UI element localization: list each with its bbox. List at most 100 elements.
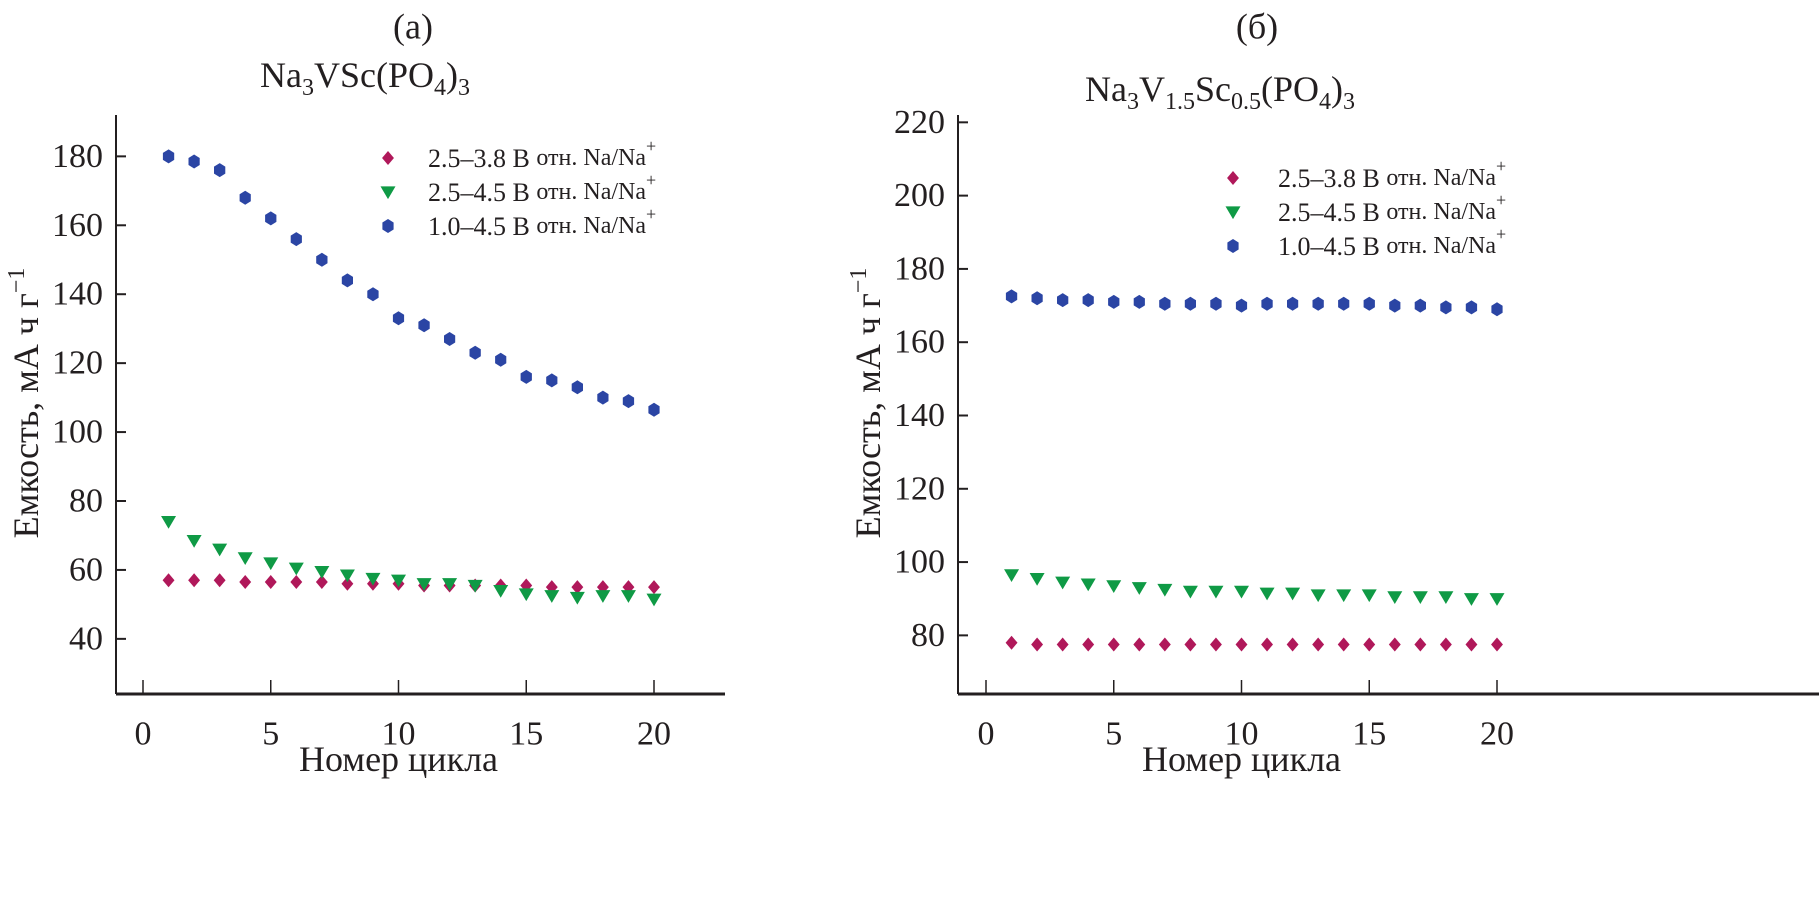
data-point <box>1363 637 1376 652</box>
data-point <box>1159 296 1171 311</box>
legend-label: 1.0–4.5 В отн. Na/Na+ <box>428 204 656 241</box>
data-point <box>367 287 379 302</box>
legend: 2.5–3.8 В отн. Na/Na+2.5–4.5 В отн. Na/N… <box>1225 156 1506 261</box>
data-point <box>162 149 175 164</box>
data-point <box>162 573 175 588</box>
data-point <box>290 232 302 247</box>
data-point <box>418 318 430 333</box>
data-point <box>1157 583 1173 597</box>
data-point <box>1285 587 1301 601</box>
data-point <box>316 252 328 267</box>
legend-marker <box>1225 206 1241 220</box>
data-point <box>546 373 558 388</box>
data-point <box>239 574 252 589</box>
data-point <box>1133 294 1145 309</box>
data-point <box>1005 635 1018 650</box>
x-tick-label: 0 <box>978 716 995 753</box>
data-point <box>1031 291 1043 306</box>
y-tick-label: 140 <box>52 276 103 313</box>
y-tick-label: 180 <box>52 138 103 175</box>
data-point <box>265 211 277 226</box>
data-point <box>1082 293 1094 308</box>
data-point <box>1057 293 1069 308</box>
data-point <box>1363 296 1375 311</box>
series-diamond <box>162 573 660 595</box>
data-point <box>1389 298 1401 313</box>
data-point <box>264 574 277 589</box>
data-point <box>263 557 279 571</box>
x-tick-label: 5 <box>262 716 279 753</box>
data-point <box>520 369 532 384</box>
y-tick-label: 160 <box>52 207 103 244</box>
data-point <box>1312 637 1325 652</box>
y-axis-label: Емкость, мА ч г−1 <box>4 268 46 539</box>
data-point <box>1312 296 1324 311</box>
data-point <box>1338 296 1350 311</box>
data-point <box>646 593 662 607</box>
data-point <box>1029 572 1045 586</box>
data-point <box>1107 637 1120 652</box>
data-point <box>495 352 507 367</box>
data-point <box>1491 637 1503 652</box>
data-point <box>392 311 405 326</box>
y-tick-label: 80 <box>69 483 103 520</box>
y-tick-label: 120 <box>52 345 103 382</box>
data-point <box>545 580 558 595</box>
data-point <box>1106 580 1122 594</box>
data-point <box>1465 637 1478 652</box>
legend-item: 1.0–4.5 В отн. Na/Na+ <box>1227 224 1506 261</box>
data-point <box>213 573 226 588</box>
data-point <box>341 576 354 591</box>
data-point <box>1286 637 1299 652</box>
data-point <box>544 590 560 603</box>
data-point <box>1414 637 1427 652</box>
panel-b: (б)Na3V1.5Sc0.5(PO4)38010012014016018020… <box>846 6 1819 779</box>
x-axis-label: Номер цикла <box>1142 739 1341 779</box>
data-point <box>1210 637 1222 652</box>
y-tick-label: 80 <box>911 617 945 654</box>
legend-label: 1.0–4.5 В отн. Na/Na+ <box>1278 224 1506 261</box>
panel-label: (б) <box>1236 6 1278 46</box>
y-tick-label: 140 <box>894 397 945 434</box>
y-tick-label: 100 <box>52 414 103 451</box>
legend-label: 2.5–3.8 В отн. Na/Na+ <box>1278 156 1506 193</box>
data-point <box>1184 637 1197 652</box>
y-tick-label: 100 <box>894 544 945 581</box>
panel-label: (а) <box>393 6 433 46</box>
series-hexagon <box>162 149 660 417</box>
data-point <box>442 578 458 591</box>
data-point <box>212 543 228 557</box>
data-point <box>1056 637 1069 652</box>
data-point <box>1234 585 1249 599</box>
data-point <box>597 390 609 405</box>
y-tick-label: 120 <box>894 470 945 507</box>
legend-item: 2.5–3.8 В отн. Na/Na+ <box>1227 156 1506 193</box>
legend-marker <box>382 219 394 233</box>
legend-marker <box>382 151 394 165</box>
data-point <box>620 590 636 603</box>
data-point <box>1261 296 1273 311</box>
legend: 2.5–3.8 В отн. Na/Na+2.5–4.5 В отн. Na/N… <box>380 136 656 241</box>
y-tick-label: 60 <box>69 551 103 588</box>
data-point <box>569 591 585 605</box>
series-triangle-down <box>161 516 662 607</box>
data-point <box>1055 576 1071 590</box>
y-tick-label: 180 <box>894 250 945 287</box>
data-point <box>1005 289 1018 304</box>
data-point <box>239 190 251 205</box>
x-tick-label: 15 <box>509 716 543 753</box>
data-point <box>1438 591 1454 605</box>
data-point <box>1133 637 1146 652</box>
data-point <box>1439 637 1452 652</box>
data-point <box>341 273 353 288</box>
data-point <box>648 580 660 595</box>
x-tick-label: 10 <box>382 716 416 753</box>
data-point <box>214 163 226 178</box>
data-point <box>288 562 304 576</box>
data-point <box>595 590 611 603</box>
data-point <box>493 584 509 598</box>
data-point <box>1336 589 1352 603</box>
legend-label: 2.5–3.8 В отн. Na/Na+ <box>428 136 656 173</box>
data-point <box>1235 637 1248 652</box>
x-tick-label: 0 <box>135 716 152 753</box>
